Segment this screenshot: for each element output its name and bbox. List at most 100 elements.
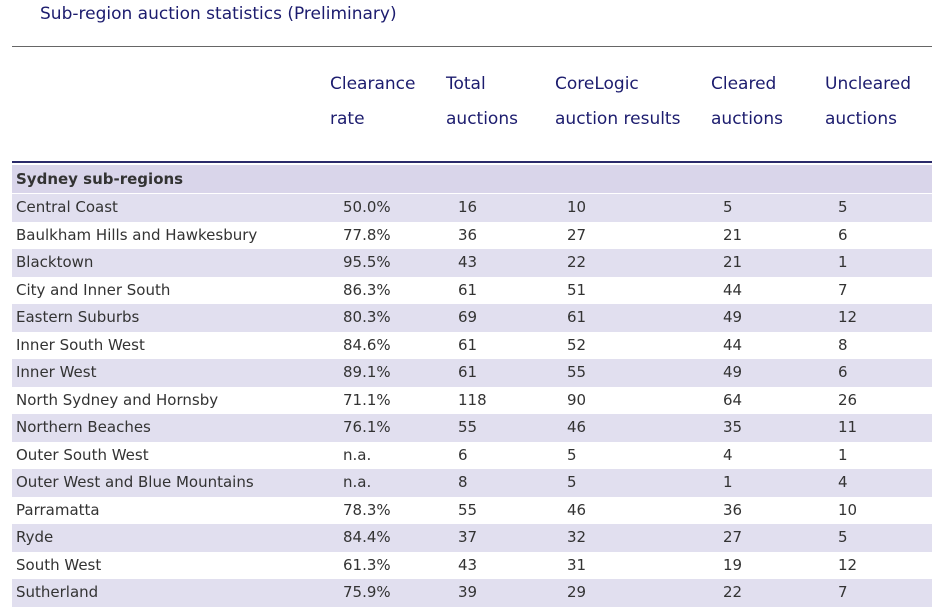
cell-value: 35 xyxy=(723,418,743,436)
header-line: Clearance xyxy=(330,74,416,94)
cell-value: 6 xyxy=(458,445,468,464)
row-label: Sutherland xyxy=(16,583,99,601)
column-header: Uncleared auctions xyxy=(825,67,911,137)
row-label: Eastern Suburbs xyxy=(16,308,140,326)
cell-value: 1 xyxy=(838,445,848,464)
cell-value: 49 xyxy=(723,363,743,381)
cell-value: 61 xyxy=(458,363,478,381)
cell-value: 55 xyxy=(458,500,478,519)
row-label: Ryde xyxy=(16,528,54,546)
cell-value: 78.3% xyxy=(343,500,391,519)
row-label: Outer South West xyxy=(16,445,149,464)
cell-value: 77.8% xyxy=(343,225,391,244)
table-row: North Sydney and Hornsby 71.1% 118 90 64 26 xyxy=(12,387,932,415)
cell-value: 51 xyxy=(567,280,587,299)
table-row: Outer South West n.a. 6 5 4 1 xyxy=(12,442,932,470)
table-row: Baulkham Hills and Hawkesbury 77.8% 36 27 21… xyxy=(12,222,932,250)
cell-value: 22 xyxy=(567,253,587,271)
header-line: auctions xyxy=(825,109,897,129)
cell-value: 55 xyxy=(458,418,478,436)
cell-value: 8 xyxy=(458,473,468,491)
row-label: Parramatta xyxy=(16,500,100,519)
header-line: auctions xyxy=(446,109,518,129)
cell-value: n.a. xyxy=(343,445,372,464)
cell-value: 80.3% xyxy=(343,308,391,326)
cell-value: 43 xyxy=(458,555,478,574)
cell-value: 44 xyxy=(723,280,743,299)
cell-value: 6 xyxy=(838,225,848,244)
cell-value: 69 xyxy=(458,308,478,326)
row-label: Blacktown xyxy=(16,253,94,271)
cell-value: 43 xyxy=(458,253,478,271)
cell-value: 10 xyxy=(567,198,587,216)
cell-value: 86.3% xyxy=(343,280,391,299)
table-title: Sub-region auction statistics (Prelimina… xyxy=(40,4,397,24)
header-line: auction results xyxy=(555,109,681,129)
column-header: Clearance rate xyxy=(330,67,415,137)
cell-value: 4 xyxy=(838,473,848,491)
cell-value: 5 xyxy=(838,528,848,546)
cell-value: 4 xyxy=(723,445,733,464)
cell-value: 118 xyxy=(458,390,487,409)
header-line: CoreLogic xyxy=(555,74,639,94)
cell-value: 29 xyxy=(567,583,587,601)
section-label: Sydney sub-regions xyxy=(16,170,184,188)
cell-value: 36 xyxy=(723,500,743,519)
cell-value: 89.1% xyxy=(343,363,391,381)
cell-value: 31 xyxy=(567,555,587,574)
row-label: Inner West xyxy=(16,363,97,381)
column-header: Cleared auctions xyxy=(711,67,783,137)
cell-value: 21 xyxy=(723,225,743,244)
cell-value: 5 xyxy=(567,445,577,464)
cell-value: 44 xyxy=(723,335,743,354)
table-row: Central Coast 50.0% 16 10 5 5 xyxy=(12,194,932,222)
table-row: South West 61.3% 43 31 19 12 xyxy=(12,552,932,580)
cell-value: 22 xyxy=(723,583,743,601)
table-row: Inner West 89.1% 61 55 49 6 xyxy=(12,359,932,387)
table-row: Sutherland 75.9% 39 29 22 7 xyxy=(12,579,932,607)
column-header: CoreLogic auction results xyxy=(555,67,680,137)
cell-value: 64 xyxy=(723,390,743,409)
cell-value: 49 xyxy=(723,308,743,326)
cell-value: 12 xyxy=(838,555,858,574)
cell-value: 61 xyxy=(458,335,478,354)
header-line: rate xyxy=(330,109,365,129)
cell-value: 1 xyxy=(723,473,733,491)
cell-value: 61.3% xyxy=(343,555,391,574)
table-row: Blacktown 95.5% 43 22 21 1 xyxy=(12,249,932,277)
cell-value: 52 xyxy=(567,335,587,354)
header-line: Total xyxy=(446,74,486,94)
cell-value: 71.1% xyxy=(343,390,391,409)
row-label: Inner South West xyxy=(16,335,145,354)
table-row: Eastern Suburbs 80.3% 69 61 49 12 xyxy=(12,304,932,332)
row-label: North Sydney and Hornsby xyxy=(16,390,219,409)
row-label: Outer West and Blue Mountains xyxy=(16,473,254,491)
cell-value: 32 xyxy=(567,528,587,546)
section-row: Sydney sub-regions xyxy=(12,165,932,193)
column-header: Total auctions xyxy=(446,67,518,137)
row-label: City and Inner South xyxy=(16,280,171,299)
cell-value: 8 xyxy=(838,335,848,354)
cell-value: 7 xyxy=(838,280,848,299)
row-label: Central Coast xyxy=(16,198,118,216)
cell-value: 90 xyxy=(567,390,587,409)
cell-value: 1 xyxy=(838,253,848,271)
cell-value: 46 xyxy=(567,418,587,436)
table-row: Parramatta 78.3% 55 46 36 10 xyxy=(12,497,932,525)
cell-value: 5 xyxy=(567,473,577,491)
cell-value: 84.4% xyxy=(343,528,391,546)
rule xyxy=(12,46,932,47)
header-line: auctions xyxy=(711,109,783,129)
cell-value: 75.9% xyxy=(343,583,391,601)
cell-value: 7 xyxy=(838,583,848,601)
table-row: Ryde 84.4% 37 32 27 5 xyxy=(12,524,932,552)
cell-value: 50.0% xyxy=(343,198,391,216)
cell-value: 37 xyxy=(458,528,478,546)
cell-value: 61 xyxy=(458,280,478,299)
header-line: Cleared xyxy=(711,74,777,94)
cell-value: 76.1% xyxy=(343,418,391,436)
cell-value: 5 xyxy=(723,198,733,216)
row-label: Baulkham Hills and Hawkesbury xyxy=(16,225,258,244)
cell-value: n.a. xyxy=(343,473,372,491)
